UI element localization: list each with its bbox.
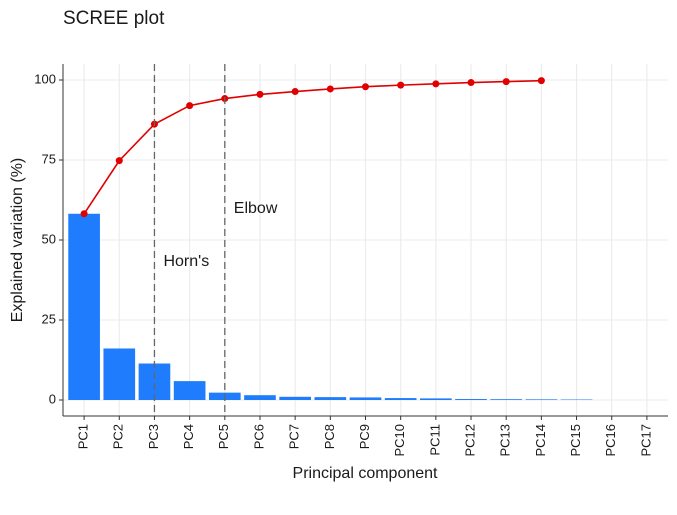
bar	[420, 398, 452, 400]
x-tick-label: PC15	[568, 424, 583, 457]
y-tick-label: 0	[49, 391, 56, 406]
bar	[244, 395, 276, 400]
point	[291, 88, 299, 96]
bar	[68, 213, 100, 400]
x-axis-title: Principal component	[293, 465, 439, 482]
point	[326, 85, 334, 93]
x-tick-label: PC1	[76, 424, 91, 449]
x-tick-label: PC17	[638, 424, 653, 457]
x-tick-label: PC9	[357, 424, 372, 449]
x-tick-label: PC3	[146, 424, 161, 449]
point	[256, 90, 264, 98]
bar	[490, 399, 523, 400]
point	[362, 83, 369, 91]
point	[467, 79, 475, 87]
x-tick-label: PC13	[498, 424, 513, 457]
bar	[455, 399, 487, 400]
x-tick-label: PC7	[287, 424, 302, 449]
bar	[279, 396, 311, 400]
x-tick-label: PC12	[462, 424, 477, 457]
bar	[525, 399, 558, 400]
chart-title: SCREE plot	[63, 8, 165, 29]
x-tick-label: PC4	[181, 424, 196, 449]
y-tick-label: 100	[34, 71, 56, 86]
x-tick-label: PC10	[392, 424, 407, 457]
x-tick-label: PC6	[251, 424, 266, 449]
point	[502, 78, 510, 86]
point	[80, 210, 88, 218]
point	[186, 102, 194, 110]
x-tick-label: PC16	[603, 424, 618, 457]
point	[115, 157, 123, 165]
y-tick-label: 25	[42, 311, 56, 326]
x-tick-label: PC8	[322, 424, 337, 449]
line	[83, 79, 542, 215]
bar	[384, 398, 417, 400]
annotation: Elbow	[234, 200, 278, 217]
point	[397, 81, 405, 89]
bar	[349, 397, 382, 400]
bar	[138, 363, 171, 400]
point	[432, 80, 440, 88]
y-axis-title: Explained variation (%)	[9, 158, 26, 323]
x-tick-label: PC2	[111, 424, 126, 449]
annotation: Horn's	[163, 253, 209, 270]
bar	[103, 348, 136, 400]
x-tick-label: PC14	[533, 424, 548, 457]
point	[537, 77, 545, 85]
bar	[173, 381, 206, 400]
y-tick-label: 50	[42, 231, 56, 246]
x-tick-label: PC11	[427, 424, 442, 456]
y-tick-label: 75	[42, 151, 56, 166]
x-tick-label: PC5	[216, 424, 231, 449]
bar	[314, 397, 347, 400]
